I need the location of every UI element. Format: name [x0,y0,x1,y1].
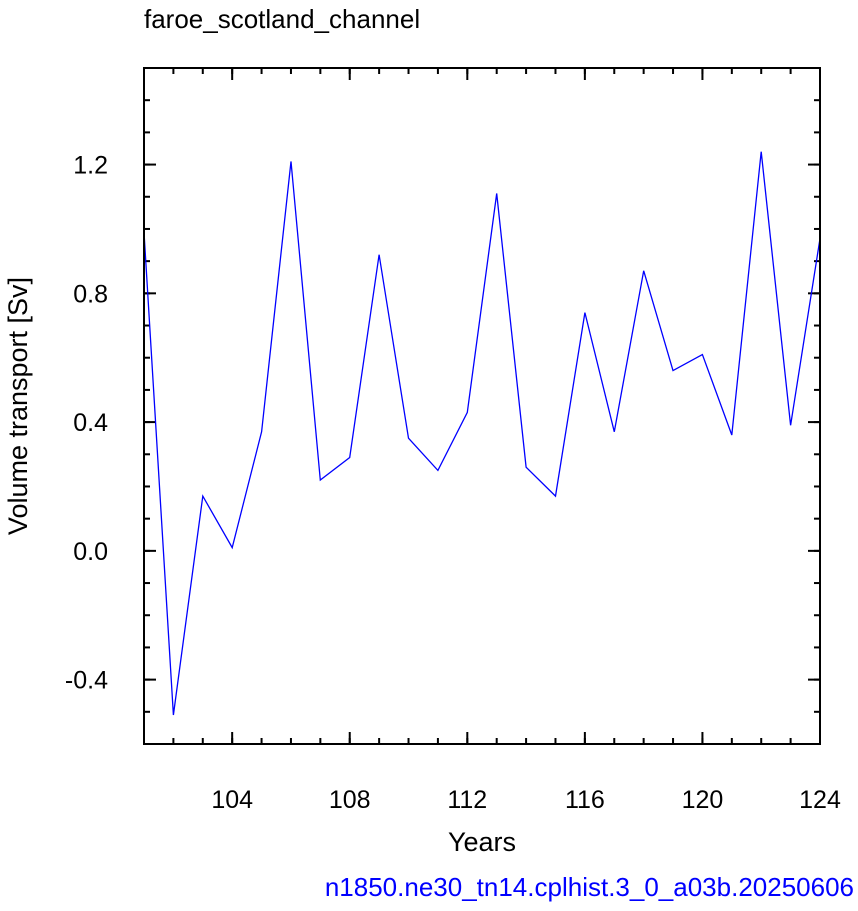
x-axis-title: Years [448,827,516,857]
y-tick-label: 0.0 [73,538,108,566]
x-tick-label: 108 [329,786,371,814]
run-caption: n1850.ne30_tn14.cplhist.3_0_a03b.2025060… [325,872,854,902]
x-tick-label: 120 [682,786,724,814]
series-layer [143,151,821,716]
y-tick-label: -0.4 [65,667,108,695]
x-tick-label: 116 [565,786,605,814]
chart-title: faroe_scotland_channel [144,4,420,34]
tick-marks [143,67,821,745]
y-axis-title: Volume transport [Sv] [3,277,33,535]
tick-labels: 104 108 112 116 120 124 -0.4 0.0 0.4 0.8 1.2 [65,152,841,814]
y-tick-label: 0.4 [73,409,108,437]
x-tick-label: 112 [447,786,487,814]
x-tick-label: 124 [799,786,841,814]
y-tick-label: 0.8 [73,280,108,308]
plot-frame [143,67,821,745]
x-tick-label: 104 [211,786,253,814]
series-line [143,151,821,716]
y-tick-label: 1.2 [73,152,108,180]
